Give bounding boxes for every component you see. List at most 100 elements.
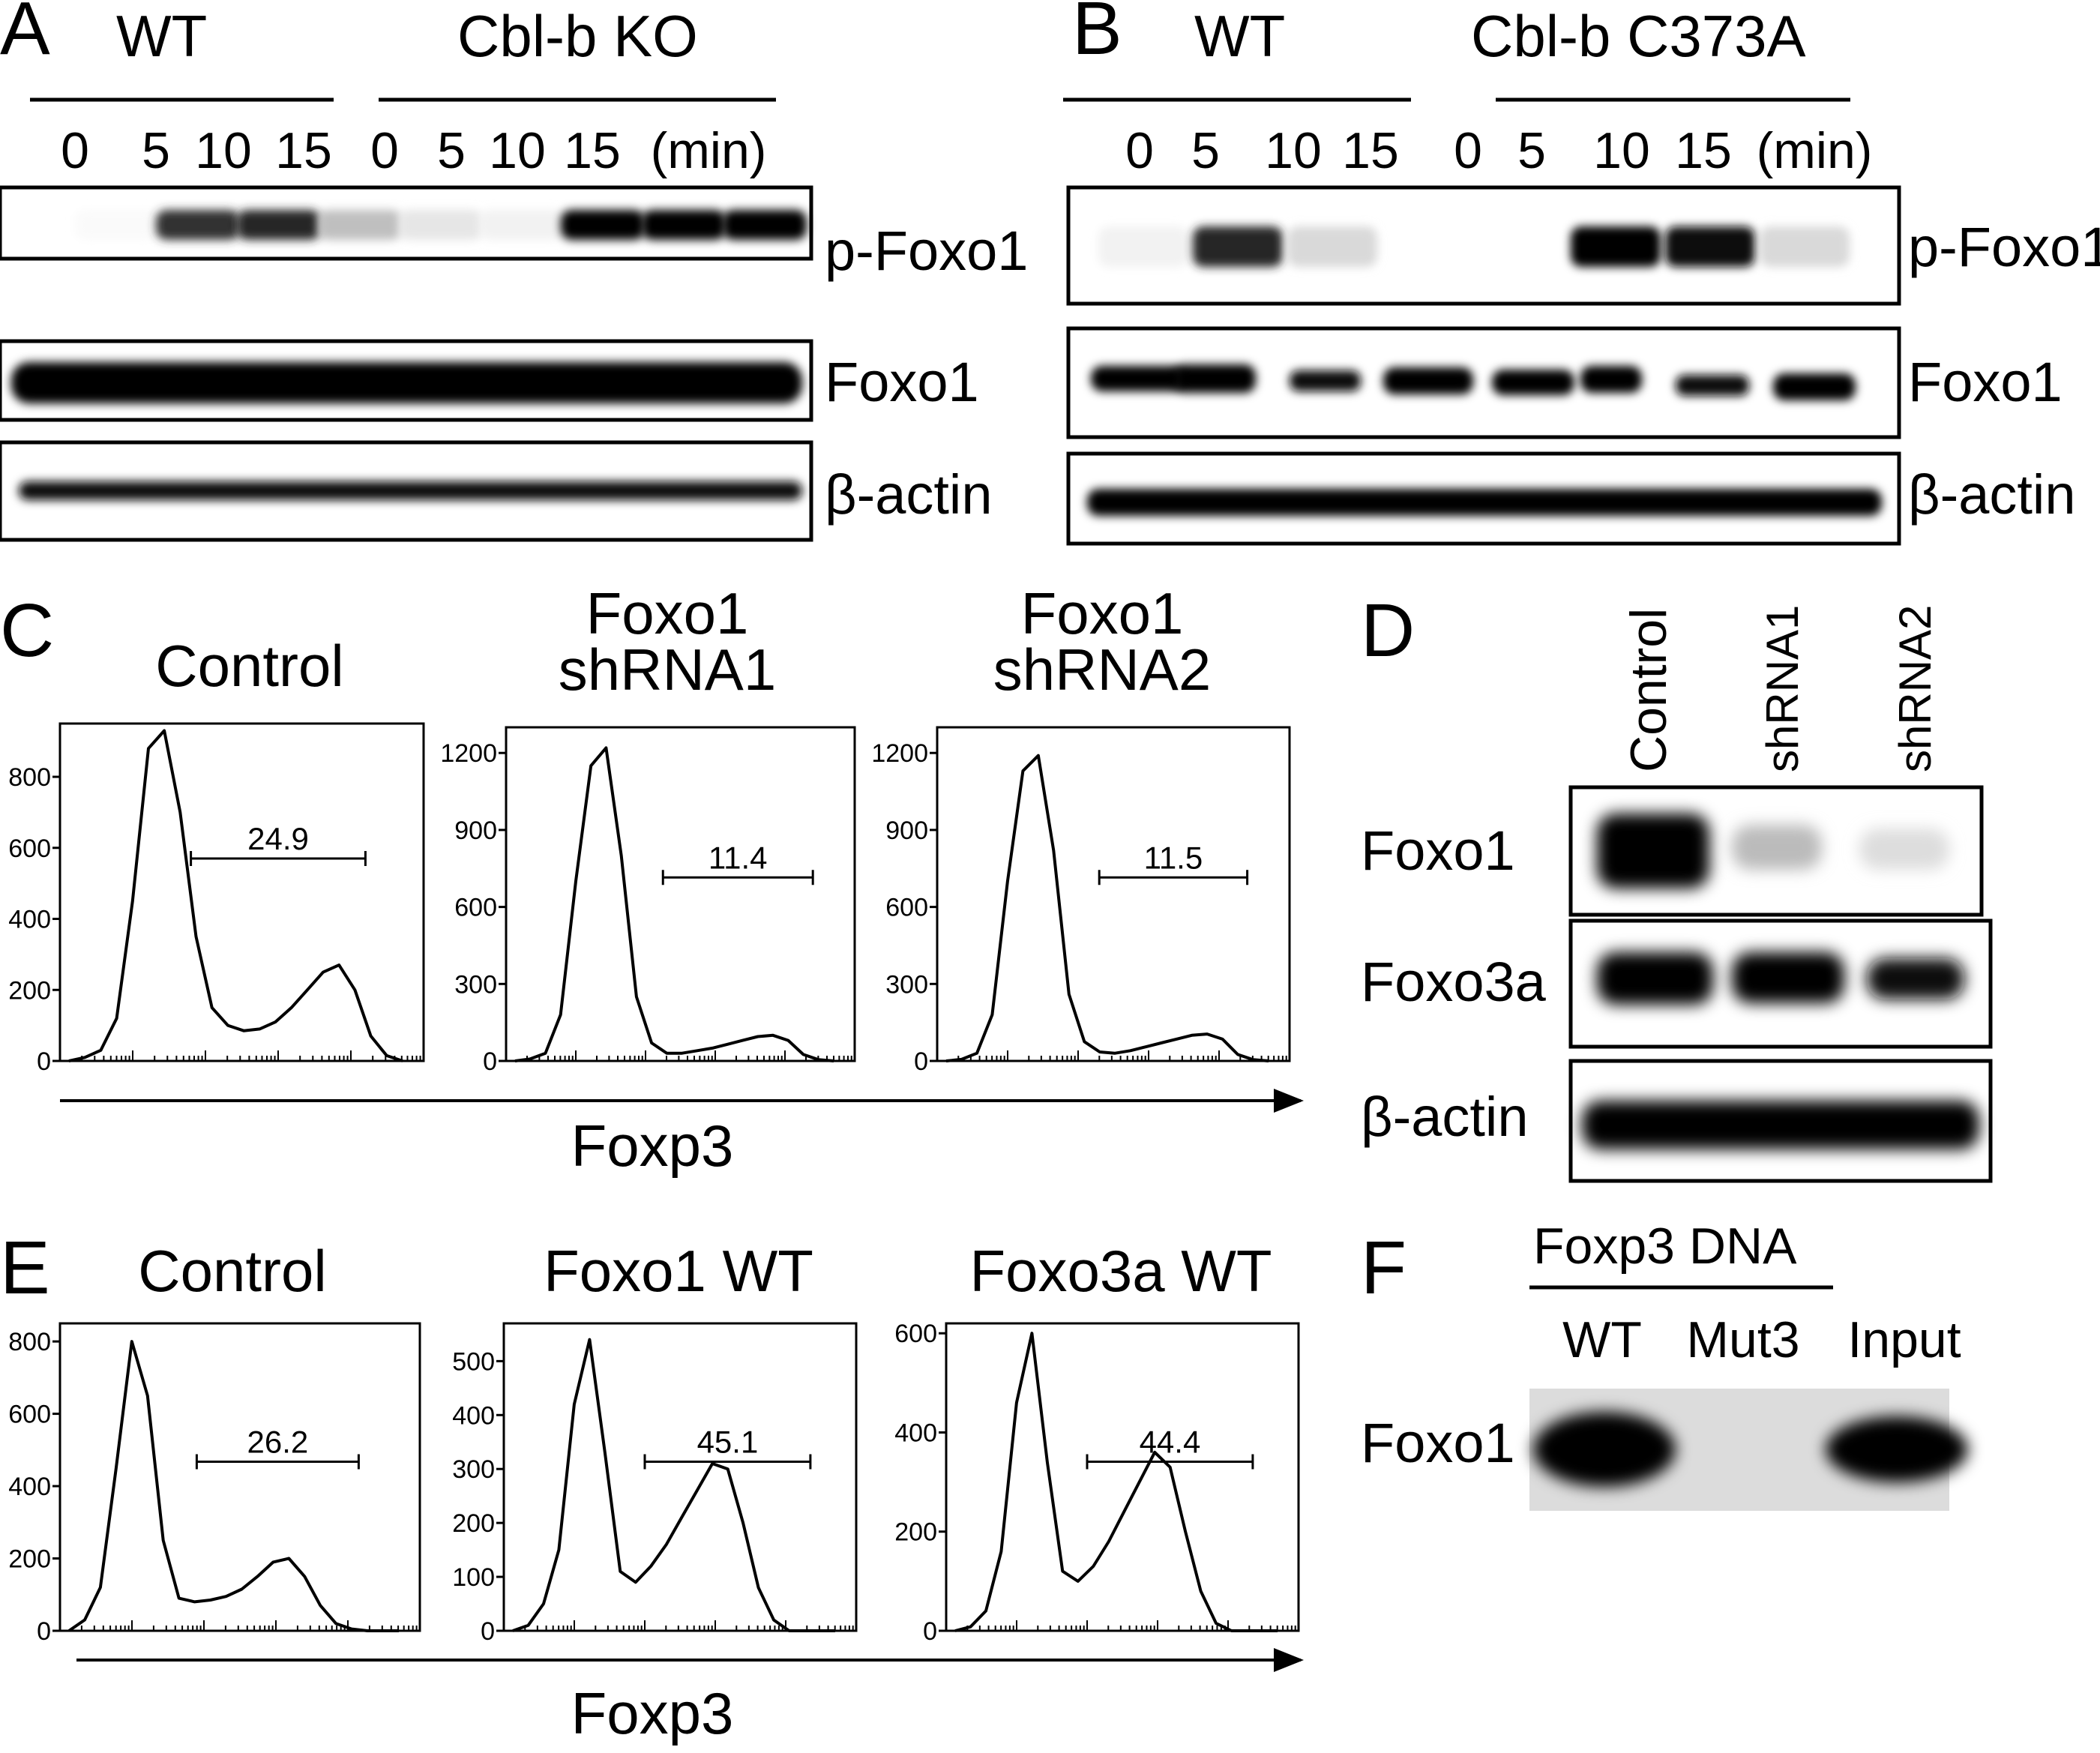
histogram-curve bbox=[945, 754, 1269, 1062]
histogram-frame bbox=[58, 1322, 421, 1632]
panel-b-time-label: 15 bbox=[1675, 122, 1732, 179]
panel-f-lane-input: Input bbox=[1847, 1311, 1961, 1368]
panel-b-foxo1-label: Foxo1 bbox=[1908, 351, 2063, 413]
y-tick-label: 0 bbox=[483, 1047, 497, 1076]
blot-band bbox=[1859, 829, 1949, 870]
panel-b-time-label: 15 bbox=[1342, 122, 1399, 179]
panel-b-time-label: 10 bbox=[1265, 122, 1322, 179]
blot-band bbox=[156, 210, 240, 240]
gate-label: 24.9 bbox=[247, 821, 309, 856]
blot-band bbox=[1533, 1412, 1676, 1487]
panel-f-lane-mut3: Mut3 bbox=[1686, 1311, 1799, 1368]
blot-band bbox=[1760, 226, 1850, 267]
y-tick-label: 600 bbox=[894, 1320, 937, 1348]
blot-band bbox=[561, 210, 645, 240]
panel-b-foxo1-bands bbox=[1091, 364, 1856, 400]
y-tick-label: 400 bbox=[894, 1419, 937, 1447]
blot-band bbox=[1867, 958, 1964, 999]
y-tick-label: 400 bbox=[452, 1401, 495, 1430]
gate-label: 45.1 bbox=[697, 1425, 759, 1460]
panel-e-xlabel: Foxp3 bbox=[571, 1680, 734, 1746]
y-tick-label: 800 bbox=[8, 1328, 51, 1356]
panel-a-time-label: 5 bbox=[142, 122, 170, 179]
histogram-frame bbox=[502, 1322, 858, 1632]
panel-b: B WT Cbl-b C373A 0 5 10 15 0 5 10 15 (mi… bbox=[1063, 0, 2100, 546]
panel-b-time-label: 5 bbox=[1191, 122, 1220, 179]
blot-band bbox=[1091, 366, 1185, 391]
panel-c-title-control: Control bbox=[155, 633, 343, 699]
histogram-foxo1-wt: 0 100 200 300 400 500 45.1 bbox=[452, 1322, 858, 1646]
panel-e-title-foxo3a: Foxo3a WT bbox=[969, 1238, 1272, 1304]
panel-letter-d: D bbox=[1361, 589, 1415, 673]
histogram-frame bbox=[58, 722, 425, 1062]
blot-band bbox=[1098, 226, 1188, 267]
panel-c-xlabel: Foxp3 bbox=[571, 1113, 734, 1179]
histogram-foxo3a-wt: 0 200 400 600 44.4 bbox=[894, 1320, 1300, 1646]
title-line: Foxo1 bbox=[1021, 580, 1184, 646]
panel-b-group-mutant: Cbl-b C373A bbox=[1471, 3, 1806, 69]
histogram-curve bbox=[954, 1332, 1278, 1632]
panel-f-blot-label: Foxo1 bbox=[1361, 1412, 1515, 1474]
panel-d: D Control shRNA1 shRNA2 Foxo1 Foxo3a β-a… bbox=[1361, 589, 1993, 1183]
panel-f: F Foxp3 DNA WT Mut3 Input Foxo1 bbox=[1361, 1218, 1968, 1511]
y-tick-label: 600 bbox=[454, 894, 497, 922]
panel-b-pfoxo1-bands bbox=[1098, 226, 1850, 267]
histogram-curve bbox=[68, 729, 403, 1062]
panel-a-actin-label: β-actin bbox=[825, 463, 993, 526]
blot-band bbox=[1597, 952, 1713, 1005]
blot-band bbox=[1173, 364, 1256, 393]
blot-band bbox=[1287, 226, 1377, 267]
blot-band bbox=[1676, 375, 1749, 396]
panel-b-time-label: 0 bbox=[1125, 122, 1154, 179]
panel-e-title-control: Control bbox=[138, 1238, 326, 1304]
panel-b-time-labels: 0 5 10 15 0 5 10 15 (min) bbox=[1125, 122, 1872, 179]
panel-a-foxo1-label: Foxo1 bbox=[825, 351, 979, 413]
panel-f-header: Foxp3 DNA bbox=[1533, 1218, 1797, 1275]
histogram-shrna1: 0 300 600 900 1200 11.4 bbox=[440, 726, 856, 1076]
panel-d-foxo3a-label: Foxo3a bbox=[1361, 951, 1547, 1013]
panel-a-time-unit: (min) bbox=[651, 122, 767, 179]
panel-a: A WT Cbl-b KO 0 5 10 15 0 5 10 15 (min) … bbox=[0, 0, 1028, 542]
panel-a-time-label: 15 bbox=[564, 122, 621, 179]
panel-a-time-label: 0 bbox=[370, 122, 399, 179]
panel-a-group-ko: Cbl-b KO bbox=[457, 3, 698, 69]
blot-band bbox=[1732, 825, 1822, 870]
blot-band bbox=[1193, 226, 1283, 267]
panel-d-actin-label: β-actin bbox=[1361, 1086, 1529, 1148]
y-tick-label: 0 bbox=[37, 1047, 51, 1076]
histogram-control-c: 0 200 400 600 800 24.9 bbox=[8, 722, 425, 1076]
y-tick-label: 1200 bbox=[871, 739, 928, 768]
y-tick-label: 300 bbox=[454, 970, 497, 999]
y-tick-label: 500 bbox=[452, 1347, 495, 1376]
histogram-frame bbox=[945, 1322, 1300, 1632]
gate-label: 11.5 bbox=[1144, 840, 1203, 875]
y-tick-label: 0 bbox=[481, 1617, 495, 1646]
y-tick-label: 1200 bbox=[440, 739, 497, 768]
panel-a-time-labels: 0 5 10 15 0 5 10 15 (min) bbox=[61, 122, 766, 179]
title-line: shRNA1 bbox=[559, 637, 776, 703]
panel-b-time-label: 0 bbox=[1454, 122, 1482, 179]
panel-d-foxo1-label: Foxo1 bbox=[1361, 820, 1515, 882]
blot-band bbox=[1826, 1416, 1968, 1482]
y-tick-label: 300 bbox=[452, 1455, 495, 1484]
panel-b-group-wt: WT bbox=[1194, 3, 1285, 69]
panel-letter-c: C bbox=[0, 589, 54, 673]
histogram-control-e: 0 200 400 600 800 26.2 bbox=[8, 1322, 421, 1646]
panel-a-pfoxo1-bands bbox=[75, 210, 807, 240]
y-tick-label: 600 bbox=[885, 894, 928, 922]
blot-band bbox=[1383, 367, 1473, 394]
panel-e-title-foxo1: Foxo1 WT bbox=[544, 1238, 813, 1304]
panel-letter-a: A bbox=[0, 0, 50, 70]
y-tick-label: 800 bbox=[8, 763, 51, 792]
gate-label: 26.2 bbox=[247, 1425, 309, 1460]
histogram-curve bbox=[512, 1338, 835, 1632]
y-tick-label: 0 bbox=[37, 1617, 51, 1646]
blot-band bbox=[399, 210, 483, 240]
panel-f-lane-wt: WT bbox=[1562, 1311, 1642, 1368]
blot-band bbox=[237, 210, 321, 240]
panel-letter-f: F bbox=[1361, 1226, 1406, 1310]
y-tick-label: 600 bbox=[8, 835, 51, 863]
y-tick-label: 900 bbox=[454, 817, 497, 845]
blot-band bbox=[480, 210, 564, 240]
